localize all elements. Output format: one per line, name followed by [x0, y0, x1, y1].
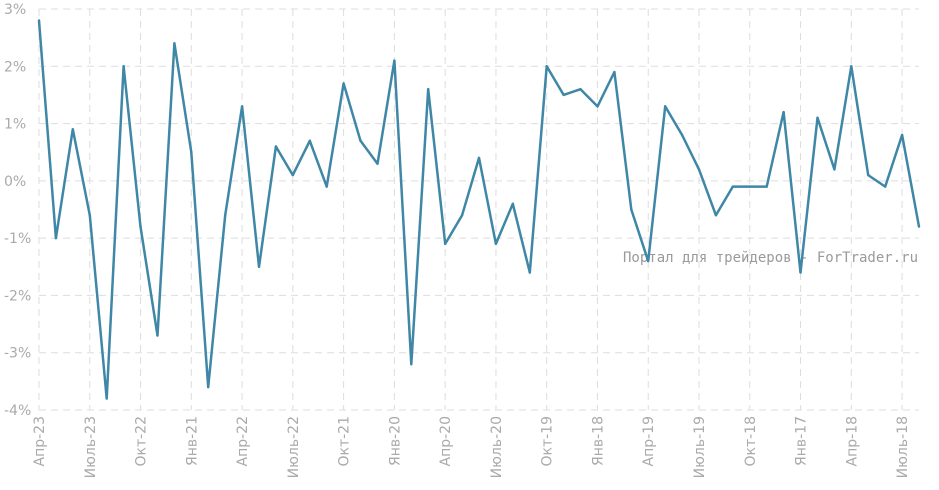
data-point [613, 70, 616, 74]
x-tick-label: Апр-20 [438, 416, 454, 466]
y-tick-label: 1% [4, 117, 26, 133]
data-point [816, 116, 819, 120]
data-point [207, 385, 210, 389]
data-point [731, 185, 735, 188]
data-point [511, 202, 515, 205]
data-point [900, 133, 904, 137]
data-point [867, 173, 870, 177]
data-point [190, 151, 193, 154]
x-tick-label: Июль-18 [895, 416, 911, 478]
x-tick-label: Янв-21 [184, 416, 200, 466]
data-point [714, 214, 718, 217]
grid-layer [38, 8, 919, 411]
y-tick-label: -4% [4, 403, 31, 419]
series-layer [37, 19, 921, 400]
data-point [156, 334, 159, 337]
data-point [799, 271, 802, 274]
data-point [477, 156, 481, 160]
data-point [308, 139, 311, 142]
watermark-text: Портал для трейдеров - ForTrader.ru [623, 250, 918, 266]
data-point [697, 168, 701, 171]
data-point [223, 214, 227, 217]
data-point [647, 259, 650, 263]
x-tick-label: Окт-18 [743, 416, 759, 467]
data-point [765, 185, 768, 188]
x-tick-label: Янв-20 [387, 416, 403, 466]
data-point [663, 105, 667, 108]
x-tick-label: Апр-19 [641, 416, 657, 466]
data-point [782, 110, 785, 114]
data-point [460, 214, 464, 217]
x-tick-label: Июль-20 [489, 416, 505, 478]
data-point [122, 65, 125, 68]
data-point [257, 265, 261, 268]
data-point [71, 128, 75, 131]
data-point [579, 88, 582, 91]
data-point [291, 173, 295, 177]
data-point [240, 105, 244, 108]
x-tick-label: Июль-23 [83, 416, 99, 478]
data-point [359, 139, 362, 142]
data-point [917, 225, 921, 228]
x-tick-label: Окт-19 [540, 416, 556, 467]
y-tick-label: 3% [4, 2, 26, 18]
data-point [680, 133, 684, 137]
data-point [545, 65, 548, 68]
data-point [562, 93, 565, 97]
data-point [883, 185, 887, 188]
data-point [528, 271, 531, 274]
data-point [850, 65, 853, 68]
data-point [376, 162, 379, 165]
data-point [54, 236, 58, 240]
data-point [342, 82, 345, 85]
data-point [410, 362, 413, 366]
x-tick-label: Апр-23 [32, 416, 48, 466]
data-point [325, 185, 328, 188]
y-tick-label: -3% [4, 346, 31, 362]
x-tick-label: Июль-19 [692, 416, 708, 478]
data-point [88, 214, 91, 217]
data-point [630, 208, 633, 211]
data-point [494, 242, 498, 246]
data-point [748, 185, 751, 188]
data-point [173, 42, 176, 45]
x-tick-label: Апр-22 [235, 416, 251, 466]
y-tick-label: -2% [4, 288, 31, 304]
data-point [274, 145, 278, 148]
axis-layer: 3% 2% 1% 0% -1% -2% -3% -4%Апр-23 Июль-23 Окт-22 Я… [4, 2, 911, 478]
x-tick-label: Апр-18 [844, 416, 860, 466]
data-point [37, 19, 41, 22]
x-tick-label: Янв-17 [794, 416, 810, 466]
y-tick-label: 0% [4, 174, 26, 190]
x-tick-label: Окт-22 [134, 416, 150, 467]
y-tick-label: 2% [4, 59, 26, 75]
data-point [427, 88, 430, 91]
data-point [393, 59, 396, 62]
data-point [596, 105, 599, 108]
series-line [37, 20, 921, 400]
x-tick-label: Окт-21 [337, 416, 353, 467]
data-point [443, 242, 447, 246]
y-tick-label: -1% [4, 231, 31, 247]
data-point [833, 168, 836, 171]
x-tick-label: Июль-22 [286, 416, 302, 478]
x-tick-label: Янв-18 [590, 416, 606, 466]
data-point [105, 397, 108, 400]
data-point [139, 225, 142, 228]
